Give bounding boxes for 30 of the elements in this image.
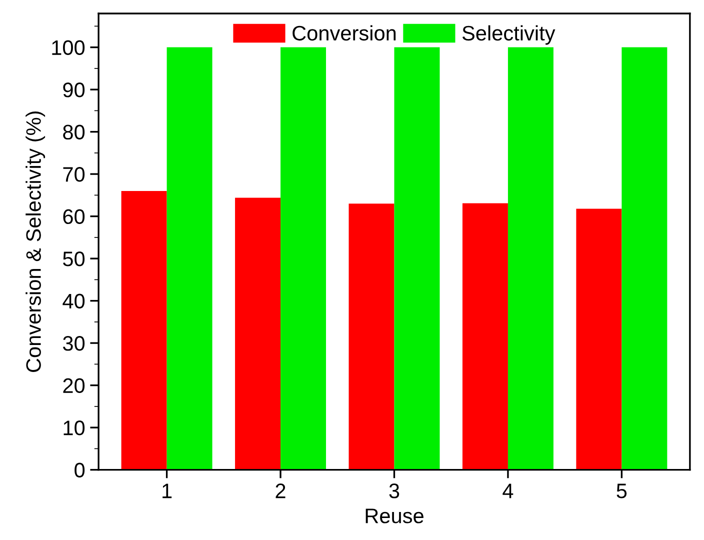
y-tick-label: 40 [62, 294, 85, 309]
y-tick-label: 90 [63, 82, 85, 98]
bar [166, 47, 212, 470]
x-tick-label: 5 [616, 484, 627, 498]
y-tick-label: 70 [63, 167, 85, 182]
bar [508, 47, 554, 470]
y-tick-label: 60 [63, 209, 85, 224]
legend-label: Selectivity [462, 25, 556, 45]
y-tick-label: 50 [63, 252, 85, 266]
y-tick-label: 0 [74, 462, 85, 478]
x-tick-label: 2 [276, 484, 286, 498]
y-tick-label: 10 [64, 420, 85, 436]
y-tick-label: 80 [63, 124, 85, 140]
bar [462, 203, 508, 470]
x-tick-label: 3 [389, 484, 400, 498]
x-axis-title: Reuse [366, 508, 424, 524]
x-tick-label: 4 [502, 484, 514, 498]
bar [235, 198, 281, 470]
y-tick-label: 100 [52, 40, 85, 56]
bar [348, 204, 394, 470]
bar [622, 47, 668, 470]
bar [121, 190, 167, 470]
y-axis-title: Conversion & Selectivity (%) [26, 112, 46, 372]
x-tick-label: 1 [162, 484, 172, 498]
bar [394, 47, 440, 470]
bar [576, 208, 622, 470]
legend-label: Conversion [292, 25, 396, 41]
y-tick-label: 20 [63, 378, 85, 394]
y-tick-label: 30 [62, 336, 85, 351]
bar [280, 47, 326, 470]
